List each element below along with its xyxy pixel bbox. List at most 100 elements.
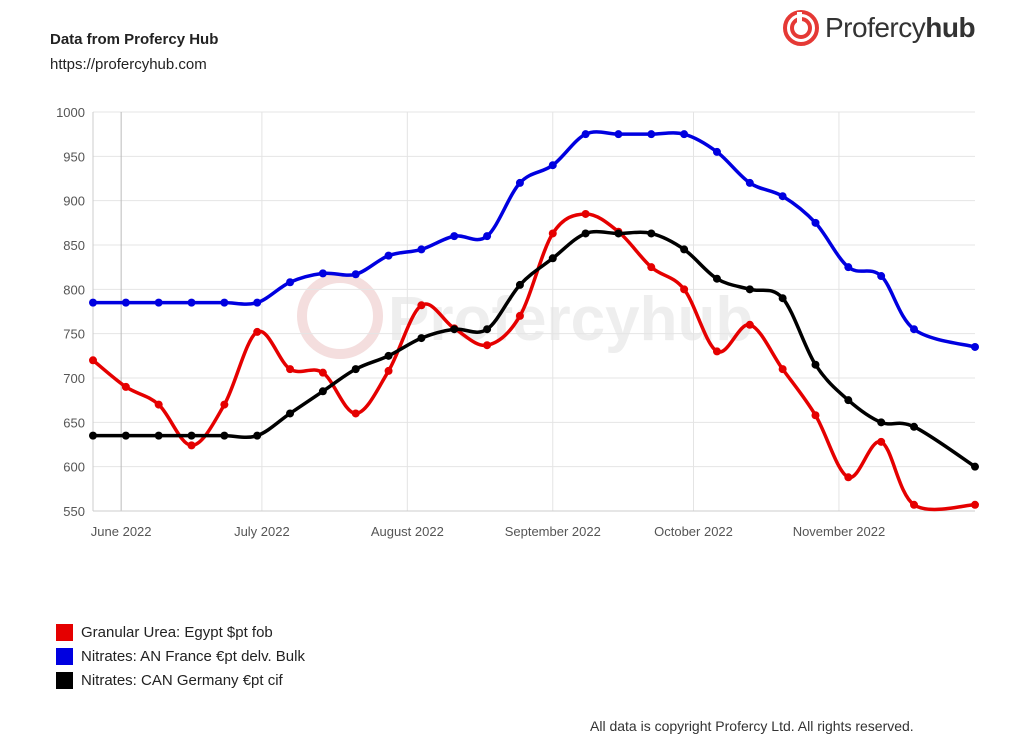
data-point[interactable] <box>286 365 295 374</box>
data-point[interactable] <box>971 342 979 351</box>
data-point[interactable] <box>971 462 979 471</box>
legend-item-an-france[interactable]: Nitrates: AN France €pt delv. Bulk <box>56 644 305 668</box>
watermark-logo-icon <box>297 273 383 359</box>
data-point[interactable] <box>614 229 623 238</box>
data-point[interactable] <box>483 232 492 241</box>
legend-label: Nitrates: CAN Germany €pt cif <box>81 671 283 689</box>
data-point[interactable] <box>351 365 360 374</box>
data-point[interactable] <box>318 387 327 396</box>
data-point[interactable] <box>351 409 360 418</box>
data-point[interactable] <box>220 431 229 440</box>
data-point[interactable] <box>778 294 787 303</box>
data-point[interactable] <box>89 431 97 440</box>
data-point[interactable] <box>548 254 557 263</box>
data-point[interactable] <box>778 365 787 374</box>
data-point[interactable] <box>286 278 295 287</box>
data-point[interactable] <box>384 366 393 375</box>
data-point[interactable] <box>253 431 262 440</box>
data-point[interactable] <box>745 320 754 329</box>
data-point[interactable] <box>286 409 295 418</box>
data-point[interactable] <box>384 251 393 260</box>
watermark-text: Profercyhub <box>388 285 753 354</box>
data-point[interactable] <box>647 229 656 238</box>
data-point[interactable] <box>154 298 163 307</box>
data-point[interactable] <box>417 301 426 310</box>
data-point[interactable] <box>187 441 196 450</box>
data-point[interactable] <box>154 400 163 409</box>
data-point[interactable] <box>318 269 327 278</box>
data-point[interactable] <box>515 178 524 187</box>
data-point[interactable] <box>515 311 524 320</box>
data-point[interactable] <box>417 245 426 254</box>
y-tick-label: 550 <box>63 504 85 519</box>
data-point[interactable] <box>680 130 689 139</box>
data-point[interactable] <box>318 368 327 377</box>
brand-logo[interactable]: Profercyhub <box>783 10 976 46</box>
data-point[interactable] <box>187 298 196 307</box>
brand-name: Profercyhub <box>825 12 976 43</box>
data-point[interactable] <box>844 473 853 482</box>
series-line-0 <box>91 212 976 512</box>
legend-item-can-germany[interactable]: Nitrates: CAN Germany €pt cif <box>56 668 305 692</box>
data-point[interactable] <box>220 298 229 307</box>
data-point[interactable] <box>89 356 97 365</box>
y-tick-label: 950 <box>63 149 85 164</box>
data-point[interactable] <box>877 418 886 427</box>
data-point[interactable] <box>483 341 492 350</box>
data-point[interactable] <box>581 229 590 238</box>
data-point[interactable] <box>811 360 820 369</box>
chart-series <box>89 130 979 512</box>
data-point[interactable] <box>614 130 623 139</box>
data-point[interactable] <box>680 245 689 254</box>
legend-label: Nitrates: AN France €pt delv. Bulk <box>81 647 305 665</box>
x-tick-label: August 2022 <box>371 524 444 539</box>
data-point[interactable] <box>417 334 426 343</box>
data-point[interactable] <box>745 178 754 187</box>
data-point[interactable] <box>811 218 820 227</box>
data-point[interactable] <box>187 431 196 440</box>
data-point[interactable] <box>910 325 919 334</box>
data-point[interactable] <box>647 130 656 139</box>
data-point[interactable] <box>154 431 163 440</box>
data-point[interactable] <box>811 411 820 420</box>
x-tick-label: July 2022 <box>234 524 290 539</box>
data-point[interactable] <box>351 270 360 279</box>
data-point[interactable] <box>910 422 919 431</box>
data-point[interactable] <box>877 272 886 281</box>
data-point[interactable] <box>971 500 979 509</box>
legend-item-urea[interactable]: Granular Urea: Egypt $pt fob <box>56 620 305 644</box>
y-tick-label: 800 <box>63 282 85 297</box>
data-point[interactable] <box>647 263 656 272</box>
data-point[interactable] <box>450 232 459 241</box>
data-point[interactable] <box>253 298 262 307</box>
data-point[interactable] <box>121 431 130 440</box>
legend-swatch <box>56 623 73 641</box>
data-point[interactable] <box>844 263 853 272</box>
y-tick-label: 750 <box>63 327 85 342</box>
data-point[interactable] <box>745 285 754 294</box>
data-point[interactable] <box>680 285 689 294</box>
data-point[interactable] <box>877 437 886 446</box>
data-point[interactable] <box>483 325 492 334</box>
y-tick-label: 600 <box>63 460 85 475</box>
data-point[interactable] <box>712 147 721 156</box>
data-point[interactable] <box>450 325 459 334</box>
source-url[interactable]: https://profercyhub.com <box>50 56 207 73</box>
data-point[interactable] <box>910 500 919 509</box>
data-point[interactable] <box>515 280 524 289</box>
data-point[interactable] <box>548 161 557 170</box>
data-point[interactable] <box>121 382 130 391</box>
data-point[interactable] <box>253 327 262 336</box>
y-tick-label: 1000 <box>56 105 85 120</box>
data-point[interactable] <box>121 298 130 307</box>
data-point[interactable] <box>712 347 721 356</box>
data-point[interactable] <box>548 229 557 238</box>
data-point[interactable] <box>778 192 787 201</box>
data-point[interactable] <box>581 209 590 218</box>
data-point[interactable] <box>712 274 721 283</box>
data-point[interactable] <box>844 396 853 405</box>
data-point[interactable] <box>89 298 97 307</box>
data-point[interactable] <box>220 400 229 409</box>
data-point[interactable] <box>384 351 393 360</box>
data-point[interactable] <box>581 130 590 139</box>
